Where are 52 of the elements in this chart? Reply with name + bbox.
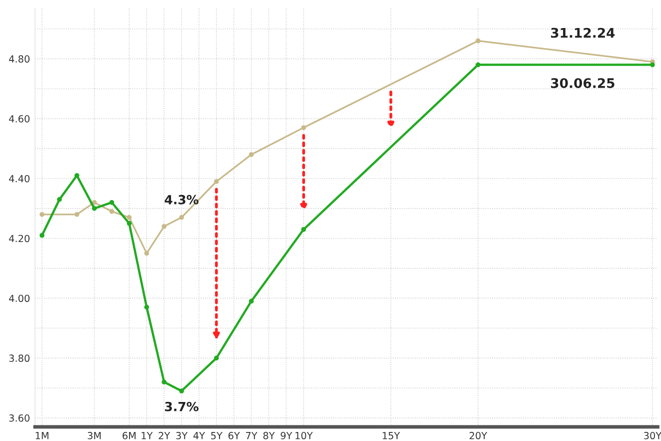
point: [162, 380, 167, 384]
point: [476, 62, 480, 68]
point: [162, 224, 167, 229]
point: [74, 173, 80, 178]
x-tick-label: 6M: [122, 432, 136, 440]
point: [74, 212, 80, 217]
point: [40, 232, 44, 238]
x-tick-label: 20Y: [470, 432, 488, 440]
point: [179, 388, 184, 394]
point: [301, 125, 306, 130]
x-tick-label: 10Y: [296, 432, 313, 440]
x-tick-label: 6Y: [228, 432, 240, 440]
x-tick-label: 2Y: [158, 432, 170, 440]
point: [248, 152, 254, 157]
point: [92, 206, 97, 211]
point: [126, 214, 132, 220]
x-tick-label: 8Y: [263, 432, 275, 440]
y-tick-label: 4.60: [9, 115, 30, 122]
point: [57, 197, 62, 202]
series-label: 31.12.24: [551, 28, 615, 38]
y-tick-label: 3.80: [9, 354, 30, 362]
point: [109, 200, 114, 205]
point: [214, 356, 219, 360]
point: [144, 304, 150, 310]
point: [179, 214, 184, 220]
annotation: 4.3%: [164, 194, 198, 204]
x-tick-label: 3Y: [176, 432, 188, 440]
point: [248, 298, 254, 304]
x-tick-label: 3M: [88, 432, 101, 440]
point: [109, 208, 114, 214]
point: [144, 250, 150, 256]
y-tick-label: 4.00: [9, 294, 30, 302]
series-label: 30.06.25: [551, 78, 614, 88]
x-tick-label: 15Y: [382, 432, 400, 440]
x-tick-label: 1Y: [142, 432, 153, 440]
x-tick-label: 5Y: [211, 432, 223, 440]
x-tick-label: 4Y: [193, 432, 206, 440]
point: [40, 212, 44, 217]
y-tick-label: 4.40: [9, 174, 30, 182]
point: [214, 179, 219, 184]
point: [92, 200, 97, 205]
point: [650, 62, 655, 68]
annotation: 3.7%: [165, 402, 198, 412]
x-tick-label: 7Y: [246, 432, 258, 440]
x-tick-label: 9Y: [280, 432, 292, 440]
y-tick-label: 3.60: [9, 414, 30, 422]
x-tick-label: 1M: [36, 432, 48, 440]
point: [126, 220, 132, 226]
point: [301, 226, 306, 232]
y-tick-label: 4.20: [9, 234, 30, 242]
y-tick-label: 4.80: [9, 55, 30, 63]
point: [476, 38, 480, 44]
